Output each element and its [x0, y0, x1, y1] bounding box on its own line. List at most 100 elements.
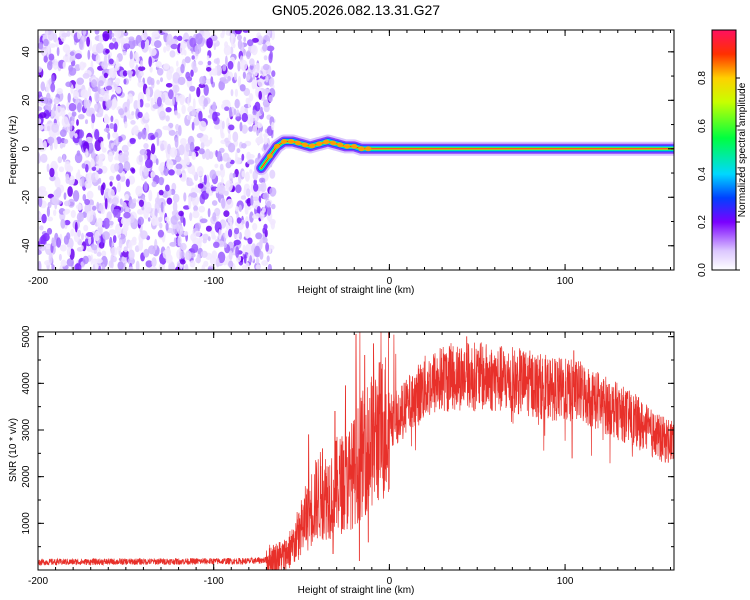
noise-blob [126, 70, 134, 75]
noise-blob [177, 35, 183, 41]
noise-blob [186, 181, 194, 187]
noise-blob [219, 119, 223, 128]
noise-blob [188, 93, 192, 104]
noise-blob [192, 98, 196, 110]
noise-blob [192, 200, 197, 207]
noise-blob [67, 186, 73, 197]
noise-blob [215, 57, 220, 65]
noise-blob [135, 260, 140, 270]
noise-blob [96, 165, 100, 171]
noise-blob [260, 181, 267, 193]
noise-blob [262, 206, 266, 213]
noise-blob [76, 203, 84, 211]
noise-blob [178, 210, 184, 217]
noise-blob [121, 37, 124, 50]
noise-blob [249, 169, 253, 174]
noise-blob [95, 171, 99, 181]
noise-blob [234, 227, 240, 235]
noise-blob [191, 109, 197, 117]
noise-blob [64, 219, 71, 226]
noise-blob [85, 136, 93, 144]
noise-blob [224, 230, 229, 239]
noise-blob [46, 163, 50, 173]
track-peak [316, 141, 323, 147]
spectrogram-xtick-label: 100 [557, 276, 574, 287]
noise-blob [194, 44, 202, 55]
noise-blob [119, 198, 123, 205]
noise-blob [49, 167, 55, 178]
colorbar-tick-label: 0.6 [697, 119, 708, 133]
noise-blob [235, 206, 240, 212]
noise-blob [101, 263, 106, 270]
noise-blob [94, 230, 100, 242]
noise-blob [233, 108, 237, 116]
noise-blob [225, 55, 228, 66]
noise-blob [241, 153, 245, 161]
noise-blob [255, 257, 260, 265]
noise-blob [166, 69, 173, 81]
noise-blob [160, 77, 163, 83]
noise-blob [198, 110, 203, 122]
spectrogram-x-ticks: -200 -100 0 100 [28, 30, 671, 287]
snr-y-label: SNR (10 * v/v) [8, 418, 19, 482]
noise-blob [47, 43, 50, 54]
noise-blob [195, 33, 203, 45]
noise-blob [265, 30, 272, 36]
noise-blob [115, 86, 122, 94]
spectrogram-track [254, 134, 674, 176]
noise-blob [197, 183, 204, 189]
noise-blob [158, 164, 165, 173]
noise-blob [47, 216, 54, 222]
noise-blob [268, 94, 273, 102]
noise-blob [98, 80, 104, 87]
noise-blob [213, 42, 217, 51]
noise-blob [156, 79, 160, 85]
spectrogram-ytick-label: -20 [21, 190, 32, 205]
spectrogram-xtick-label: -200 [28, 276, 48, 287]
noise-blob [38, 106, 43, 112]
noise-blob [185, 157, 190, 166]
noise-blob [252, 109, 257, 116]
noise-blob [242, 244, 246, 255]
noise-blob [254, 116, 258, 127]
noise-blob [46, 206, 51, 217]
noise-blob [210, 76, 214, 85]
snr-frame [37, 331, 675, 571]
noise-blob [103, 217, 110, 230]
noise-blob [123, 224, 129, 232]
noise-blob [103, 115, 110, 125]
noise-blob [183, 217, 186, 227]
noise-blob [223, 242, 227, 249]
noise-blob [56, 237, 62, 248]
noise-blob [250, 195, 254, 206]
noise-blob [227, 216, 233, 224]
noise-blob [38, 260, 42, 270]
noise-blob [109, 123, 115, 129]
noise-blob [158, 176, 164, 186]
noise-blob [203, 30, 211, 39]
noise-blob [154, 40, 162, 49]
noise-blob [70, 228, 75, 237]
noise-blob [48, 252, 53, 264]
noise-blob [253, 183, 259, 192]
noise-blob [95, 154, 103, 165]
noise-blob [95, 258, 103, 264]
noise-blob [102, 231, 110, 240]
noise-blob [252, 222, 258, 231]
noise-blob [98, 177, 102, 184]
noise-blob [105, 85, 113, 91]
noise-blob [212, 111, 218, 122]
noise-blob [68, 103, 77, 112]
noise-blob [85, 148, 89, 159]
noise-blob [217, 182, 225, 191]
noise-blob [194, 222, 201, 231]
noise-blob [143, 181, 148, 192]
noise-blob [63, 138, 69, 144]
noise-blob [241, 219, 246, 225]
noise-blob [246, 197, 252, 207]
noise-blob [139, 98, 144, 108]
noise-blob [256, 137, 261, 146]
noise-blob [137, 131, 142, 140]
noise-blob [76, 119, 79, 126]
